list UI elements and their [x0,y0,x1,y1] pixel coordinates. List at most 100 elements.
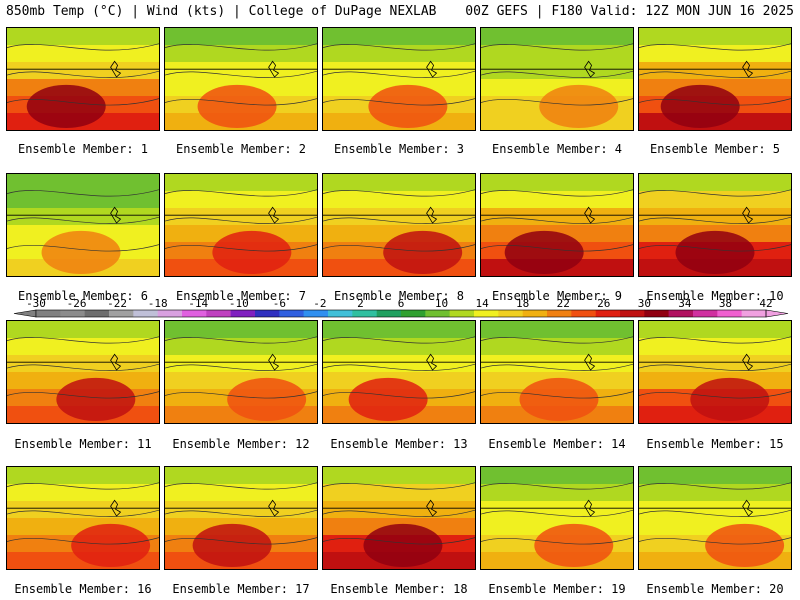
height-contour [639,336,791,344]
header-run-info: 00Z GEFS | F180 Valid: 12Z MON JUN 16 20… [465,4,794,19]
height-contour [165,189,317,197]
temperature-band [323,174,475,192]
temperature-band [481,62,633,80]
height-contour [639,189,791,197]
temperature-band [639,321,791,339]
great-lakes-outline [584,499,596,517]
colorbar-segment [206,310,231,317]
temperature-band [7,467,159,485]
ensemble-member-label: Ensemble Member: 6 [17,289,149,303]
temperature-field [481,174,633,276]
temperature-band [7,28,159,46]
ensemble-member-map [6,466,160,570]
height-contour [639,43,791,51]
great-lakes-outline [584,60,596,78]
great-lakes-outline [584,353,596,371]
height-contour [323,70,475,78]
colorbar-tick-label: 14 [475,298,489,310]
warm-core [41,230,121,275]
colorbar-outline [35,309,767,318]
colorbar-tick-label: 34 [678,298,692,310]
temperature-band [165,338,317,356]
height-contour [165,391,317,399]
temperature-field [165,174,317,276]
temperature-field [639,174,791,276]
temperature-band [323,501,475,519]
temperature-band [323,45,475,63]
colorbar-segment [352,310,377,317]
temperature-band [639,28,791,46]
temperature-band [481,191,633,209]
height-contour [481,43,633,51]
temperature-band [165,174,317,192]
ensemble-member-map [480,173,634,277]
temperature-field [323,28,475,130]
temperature-field [323,321,475,423]
great-lakes-outline [426,353,438,371]
height-contour [323,482,475,490]
great-lakes-outline [584,206,596,224]
colorbar-segment [328,310,353,317]
height-contour [7,43,159,51]
ensemble-member-label: Ensemble Member: 2 [175,142,307,156]
height-contour [165,509,317,517]
height-contour [481,482,633,490]
temperature-band [639,467,791,485]
colorbar-segment [255,310,280,317]
great-lakes-outline [742,353,754,371]
colorbar-segment [303,310,329,317]
temperature-band [165,501,317,519]
ensemble-member-map [638,173,792,277]
colorbar-tick-label: 22 [557,298,570,310]
height-contour [323,98,475,106]
temperature-band [323,28,475,46]
ensemble-member-label: Ensemble Member: 18 [330,582,468,596]
temperature-field [481,28,633,130]
colorbar-min-arrow [13,309,37,318]
temperature-band [323,467,475,485]
ensemble-member-label: Ensemble Member: 16 [14,582,152,596]
warm-core [363,523,443,568]
temperature-band [7,484,159,502]
warm-core [504,230,584,275]
temperature-band [7,62,159,80]
temperature-band [639,174,791,192]
warm-core [675,230,755,275]
colorbar-tick-label: 2 [357,298,364,310]
ensemble-member-label: Ensemble Member: 5 [649,142,781,156]
temperature-band [639,338,791,356]
temperature-band [639,484,791,502]
great-lakes-outline [426,206,438,224]
great-lakes-outline [742,499,754,517]
height-contour [481,363,633,371]
colorbar-segment [717,310,742,317]
great-lakes-outline [426,499,438,517]
height-contour [7,189,159,197]
warm-core [534,523,614,568]
warm-core [71,523,151,568]
temperature-band [639,501,791,519]
colorbar-segment [425,310,450,317]
warm-core [539,84,619,129]
great-lakes-outline [110,499,122,517]
temperature-band [481,174,633,192]
temperature-band [165,62,317,80]
temperature-field [323,467,475,569]
height-contour [481,391,633,399]
height-contour [481,509,633,517]
ensemble-member-label: Ensemble Member: 3 [333,142,465,156]
temperature-band [7,45,159,63]
temperature-field [7,321,159,423]
colorbar-segment [84,310,110,317]
temperature-band [7,208,159,226]
temperature-band [323,321,475,339]
height-contour [639,70,791,78]
height-contour [323,336,475,344]
height-contour [7,482,159,490]
great-lakes-outline [742,206,754,224]
colorbar-tick-label: 38 [719,298,732,310]
colorbar-tick-label: -26 [67,298,87,310]
temperature-band [481,45,633,63]
height-contour [481,537,633,545]
temperature-band [481,208,633,226]
